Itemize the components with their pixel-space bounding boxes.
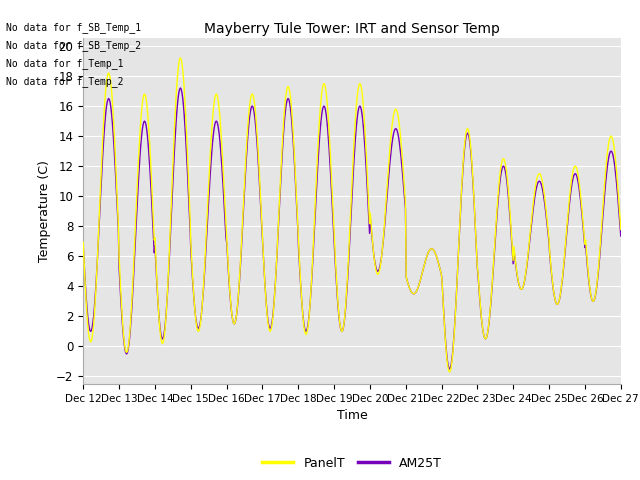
Legend: PanelT, AM25T: PanelT, AM25T xyxy=(257,452,447,475)
Y-axis label: Temperature (C): Temperature (C) xyxy=(38,160,51,262)
X-axis label: Time: Time xyxy=(337,409,367,422)
Title: Mayberry Tule Tower: IRT and Sensor Temp: Mayberry Tule Tower: IRT and Sensor Temp xyxy=(204,22,500,36)
Text: No data for f_Temp_2: No data for f_Temp_2 xyxy=(6,76,124,87)
Text: No data for f_SB_Temp_1: No data for f_SB_Temp_1 xyxy=(6,22,141,33)
Text: No data for f_Temp_1: No data for f_Temp_1 xyxy=(6,58,124,69)
Text: No data for f_SB_Temp_2: No data for f_SB_Temp_2 xyxy=(6,40,141,51)
